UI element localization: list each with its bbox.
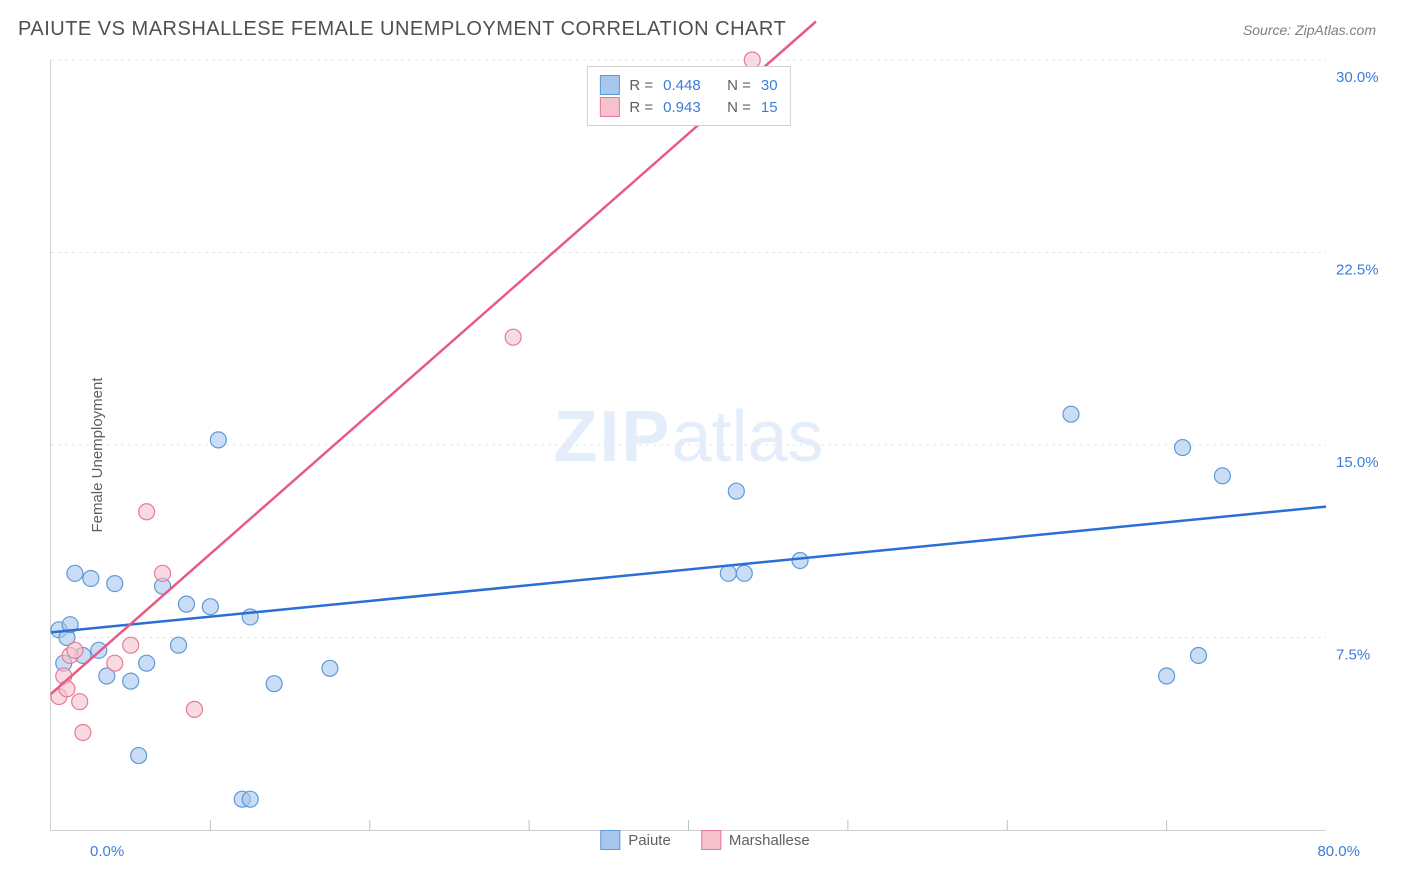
series-legend: Paiute Marshallese: [600, 830, 809, 850]
chart-area: ZIPatlas 7.5%15.0%22.5%30.0% R = 0.448 N…: [50, 60, 1360, 850]
rn-row-marshallese: R = 0.943 N = 15: [599, 97, 777, 117]
n-value-marshallese: 15: [761, 99, 778, 116]
r-value-marshallese: 0.943: [663, 99, 717, 116]
swatch-paiute: [599, 75, 619, 95]
plot-area: ZIPatlas 7.5%15.0%22.5%30.0% R = 0.448 N…: [50, 60, 1326, 831]
n-equals: N =: [727, 77, 751, 94]
chart-title: PAIUTE VS MARSHALLESE FEMALE UNEMPLOYMEN…: [18, 18, 786, 41]
n-equals: N =: [727, 99, 751, 116]
n-value-paiute: 30: [761, 77, 778, 94]
rn-legend: R = 0.448 N = 30 R = 0.943 N = 15: [586, 66, 790, 126]
x-max-label: 80.0%: [1317, 843, 1360, 860]
svg-text:30.0%: 30.0%: [1336, 69, 1379, 86]
r-value-paiute: 0.448: [663, 77, 717, 94]
legend-label-paiute: Paiute: [628, 832, 671, 849]
y-axis-label: Female Unemployment: [89, 377, 106, 532]
legend-swatch-paiute: [600, 830, 620, 850]
rn-row-paiute: R = 0.448 N = 30: [599, 75, 777, 95]
r-equals: R =: [629, 77, 653, 94]
chart-container: PAIUTE VS MARSHALLESE FEMALE UNEMPLOYMEN…: [0, 0, 1406, 892]
svg-text:22.5%: 22.5%: [1336, 262, 1379, 279]
x-min-label: 0.0%: [90, 843, 124, 860]
source-label: Source: ZipAtlas.com: [1243, 22, 1376, 38]
legend-item-paiute: Paiute: [600, 830, 671, 850]
svg-text:15.0%: 15.0%: [1336, 454, 1379, 471]
plot-svg: 7.5%15.0%22.5%30.0%: [51, 60, 1326, 830]
legend-item-marshallese: Marshallese: [701, 830, 810, 850]
svg-text:7.5%: 7.5%: [1336, 647, 1370, 664]
legend-swatch-marshallese: [701, 830, 721, 850]
legend-label-marshallese: Marshallese: [729, 832, 810, 849]
swatch-marshallese: [599, 97, 619, 117]
r-equals: R =: [629, 99, 653, 116]
